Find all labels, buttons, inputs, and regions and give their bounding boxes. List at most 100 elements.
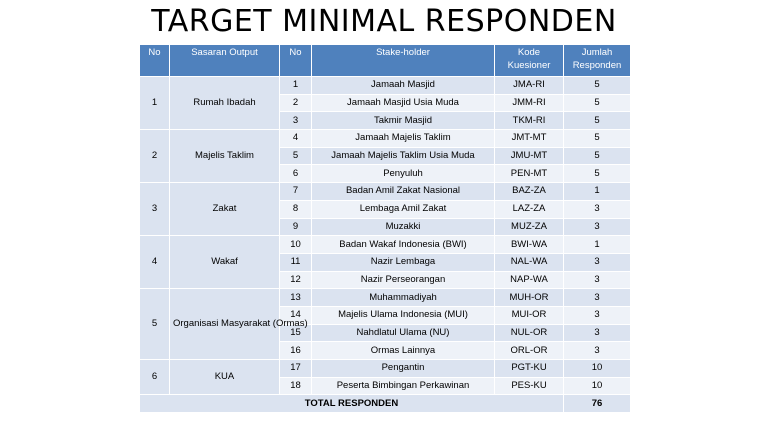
table-row: 12 Nazir Perseorangan NAP-WA 3 <box>140 270 631 290</box>
row-kode: BAZ-ZA <box>494 182 564 201</box>
group-sasaran: KUA <box>169 358 280 396</box>
row-stakeholder: Takmir Masjid <box>311 111 495 131</box>
row-kode: MUZ-ZA <box>494 217 564 237</box>
group-no: 6 <box>139 358 170 396</box>
table-row: 6 KUA 17 Pengantin PGT-KU 10 <box>139 358 631 396</box>
row-kode: BWI-WA <box>494 235 564 254</box>
row-stakeholder: Muzakki <box>311 217 495 237</box>
row-stakeholder: Muhammadiyah <box>311 288 495 307</box>
table-header-row: No Sasaran Output No Stake-holder Kode Ku… <box>139 44 631 77</box>
row-no: 13 <box>279 288 312 307</box>
group-no: 5 <box>139 288 170 360</box>
row-jumlah: 5 <box>563 129 631 148</box>
group-no: 2 <box>139 129 170 184</box>
row-kode: MUI-OR <box>494 305 564 325</box>
row-jumlah: 10 <box>563 359 631 378</box>
row-stakeholder: Jamaah Majelis Taklim <box>311 129 495 148</box>
row-jumlah: 3 <box>563 341 631 360</box>
row-stakeholder: Jamaah Masjid <box>311 76 495 95</box>
row-jumlah: 5 <box>563 146 631 166</box>
row-kode: JMA-RI <box>494 76 564 95</box>
row-no: 10 <box>279 235 312 254</box>
row-no: 16 <box>279 341 312 360</box>
row-no: 2 <box>279 93 312 113</box>
header-jumlah-line2: Responden <box>572 60 622 71</box>
row-stakeholder: Ormas Lainnya <box>311 341 495 360</box>
row-kode: JMU-MT <box>494 146 564 166</box>
row-stakeholder: Nazir Lembaga <box>311 252 495 272</box>
table-row: 1 Rumah Ibadah 1 Jamaah Masjid JMA-RI 5 <box>139 75 631 131</box>
total-value: 76 <box>563 394 631 414</box>
page-title: TARGET MINIMAL RESPONDEN <box>151 4 617 39</box>
table-row: 18 Peserta Bimbingan Perkawinan PES-KU 1… <box>140 376 631 396</box>
row-no: 11 <box>279 252 312 272</box>
row-stakeholder: Nazir Perseorangan <box>311 270 495 290</box>
row-no: 3 <box>279 111 312 131</box>
row-jumlah: 1 <box>563 235 631 254</box>
row-jumlah: 3 <box>563 270 631 290</box>
row-jumlah: 3 <box>563 323 631 343</box>
row-jumlah: 3 <box>563 288 631 307</box>
row-no: 6 <box>279 164 312 184</box>
row-kode: NAP-WA <box>494 270 564 290</box>
group-sasaran: Rumah Ibadah <box>169 75 280 131</box>
row-kode: PEN-MT <box>494 164 564 184</box>
row-no: 18 <box>279 376 312 396</box>
row-stakeholder: Jamaah Majelis Taklim Usia Muda <box>311 146 495 166</box>
row-kode: TKM-RI <box>494 111 564 131</box>
total-row: TOTAL RESPONDEN 76 <box>139 394 631 414</box>
table-row: 5 Organisasi Masyarakat (Ormas) 13 Muham… <box>139 288 631 360</box>
header-sasaran-output: Sasaran Output <box>169 44 280 77</box>
table-row: 3 Zakat 7 Badan Amil Zakat Nasional BAZ-… <box>139 182 631 237</box>
row-stakeholder: Majelis Ulama Indonesia (MUI) <box>311 305 495 325</box>
table-row: 5 Jamaah Majelis Taklim Usia Muda JMU-MT… <box>140 146 631 166</box>
group-no: 1 <box>139 75 170 131</box>
row-kode: NAL-WA <box>494 252 564 272</box>
table-row: 6 Penyuluh PEN-MT 5 <box>140 164 631 184</box>
row-kode: ORL-OR <box>494 341 564 360</box>
row-jumlah: 3 <box>563 252 631 272</box>
header-kode-kuesioner: Kode Kuesioner <box>494 44 564 77</box>
row-jumlah: 3 <box>563 217 631 237</box>
row-jumlah: 5 <box>563 111 631 131</box>
row-stakeholder: Pengantin <box>311 359 495 378</box>
row-kode: JMM-RI <box>494 93 564 113</box>
total-label: TOTAL RESPONDEN <box>139 394 564 414</box>
row-no: 12 <box>279 270 312 290</box>
row-kode: LAZ-ZA <box>494 199 564 219</box>
header-kode-line2: Kuesioner <box>507 60 551 71</box>
row-stakeholder: Badan Amil Zakat Nasional <box>311 182 495 201</box>
table-row: 4 Wakaf 10 Badan Wakaf Indonesia (BWI) B… <box>139 235 631 290</box>
row-jumlah: 3 <box>563 305 631 325</box>
row-jumlah: 5 <box>563 164 631 184</box>
row-stakeholder: Peserta Bimbingan Perkawinan <box>311 376 495 396</box>
header-jumlah-responden: Jumlah Responden <box>563 44 631 77</box>
row-stakeholder: Jamaah Masjid Usia Muda <box>311 93 495 113</box>
table-row: 16 Ormas Lainnya ORL-OR 3 <box>140 341 631 360</box>
row-no: 17 <box>279 359 312 378</box>
row-jumlah: 3 <box>563 199 631 219</box>
row-jumlah: 5 <box>563 93 631 113</box>
group-sasaran: Majelis Taklim <box>169 129 280 184</box>
row-no: 4 <box>279 129 312 148</box>
responden-table: No Sasaran Output No Stake-holder Kode Ku… <box>139 44 631 414</box>
table-row: 3 Takmir Masjid TKM-RI 5 <box>140 111 631 131</box>
row-stakeholder: Penyuluh <box>311 164 495 184</box>
row-no: 1 <box>279 76 312 95</box>
row-jumlah: 5 <box>563 76 631 95</box>
row-no: 8 <box>279 199 312 219</box>
table-row: 9 Muzakki MUZ-ZA 3 <box>140 217 631 237</box>
group-no: 3 <box>139 182 170 237</box>
group-no: 4 <box>139 235 170 290</box>
row-kode: PGT-KU <box>494 359 564 378</box>
group-sasaran: Zakat <box>169 182 280 237</box>
header-stakeholder: Stake-holder <box>311 44 495 77</box>
row-no: 5 <box>279 146 312 166</box>
row-stakeholder: Badan Wakaf Indonesia (BWI) <box>311 235 495 254</box>
row-jumlah: 10 <box>563 376 631 396</box>
group-sasaran: Organisasi Masyarakat (Ormas) <box>169 288 308 360</box>
row-kode: PES-KU <box>494 376 564 396</box>
header-jumlah-line1: Jumlah <box>581 47 613 58</box>
table-row: 2 Majelis Taklim 4 Jamaah Majelis Taklim… <box>139 129 631 184</box>
header-kode-line1: Kode <box>517 47 541 58</box>
